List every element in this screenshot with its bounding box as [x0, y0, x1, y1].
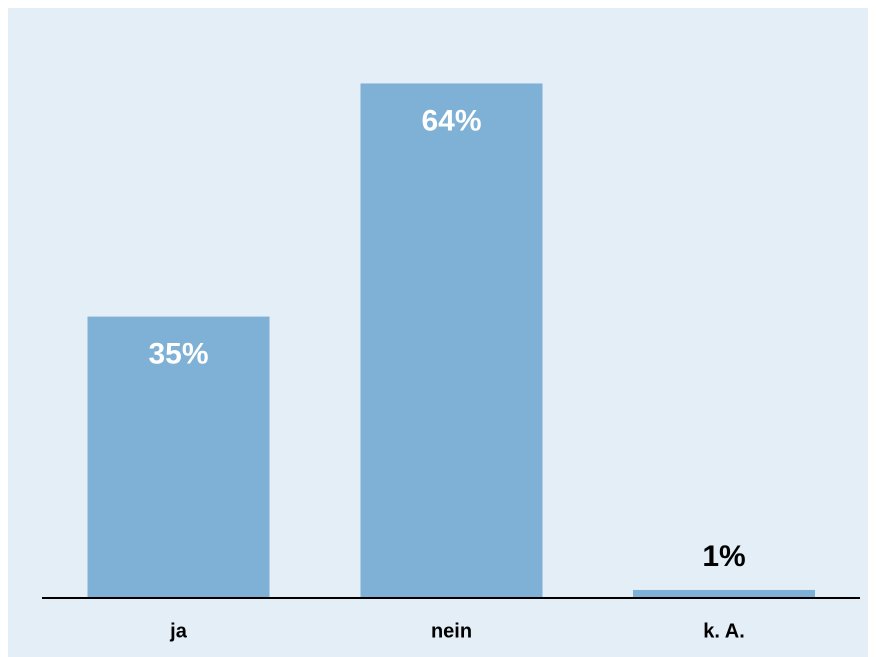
- value-label: 1%: [702, 540, 745, 573]
- bar: [633, 589, 815, 598]
- value-label: 64%: [421, 104, 481, 137]
- bar: [360, 83, 543, 598]
- x-tick-label: k. A.: [703, 620, 745, 642]
- x-tick-label: nein: [431, 620, 472, 642]
- x-tick-label: ja: [169, 620, 188, 642]
- value-label: 35%: [148, 338, 208, 371]
- bar: [87, 316, 270, 598]
